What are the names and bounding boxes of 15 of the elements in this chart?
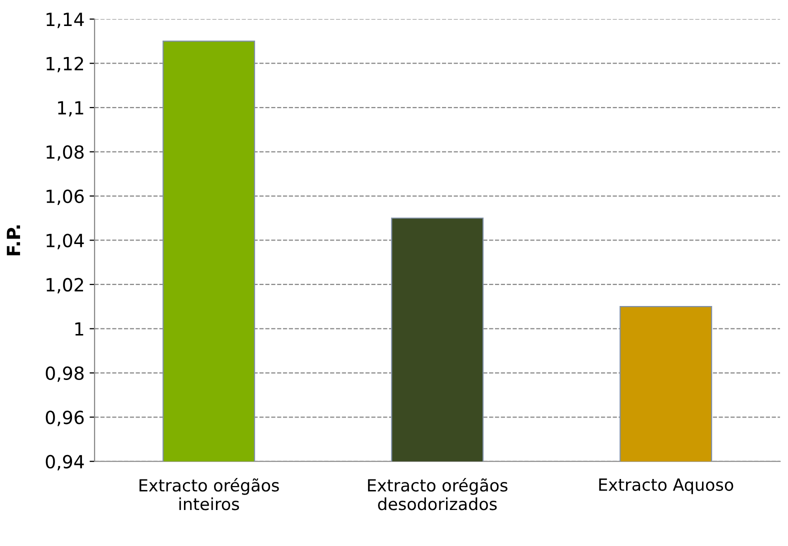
y-tick-label: 1,1 — [58, 101, 84, 117]
y-tick-label: 1,02 — [46, 278, 84, 294]
x-tick-label: Extracto orégãos inteiros — [140, 478, 279, 510]
y-tick-label: 1,06 — [46, 189, 84, 205]
y-tick-label: 0,98 — [46, 366, 84, 382]
x-tick-label: Extracto Aquoso — [599, 478, 734, 494]
x-tick-label: Extracto orégãos desodorizados — [368, 478, 508, 510]
y-tick-label: 1,04 — [46, 234, 84, 250]
y-tick-label: 1 — [75, 322, 84, 336]
y-tick-label: 1,14 — [46, 12, 84, 28]
y-axis-title: F.P. — [6, 225, 20, 256]
y-tick-label: 1,12 — [46, 56, 84, 72]
y-tick-label: 1,08 — [46, 145, 84, 161]
y-tick-label: 0,96 — [46, 410, 84, 426]
y-tick-label: 0,94 — [46, 454, 84, 470]
